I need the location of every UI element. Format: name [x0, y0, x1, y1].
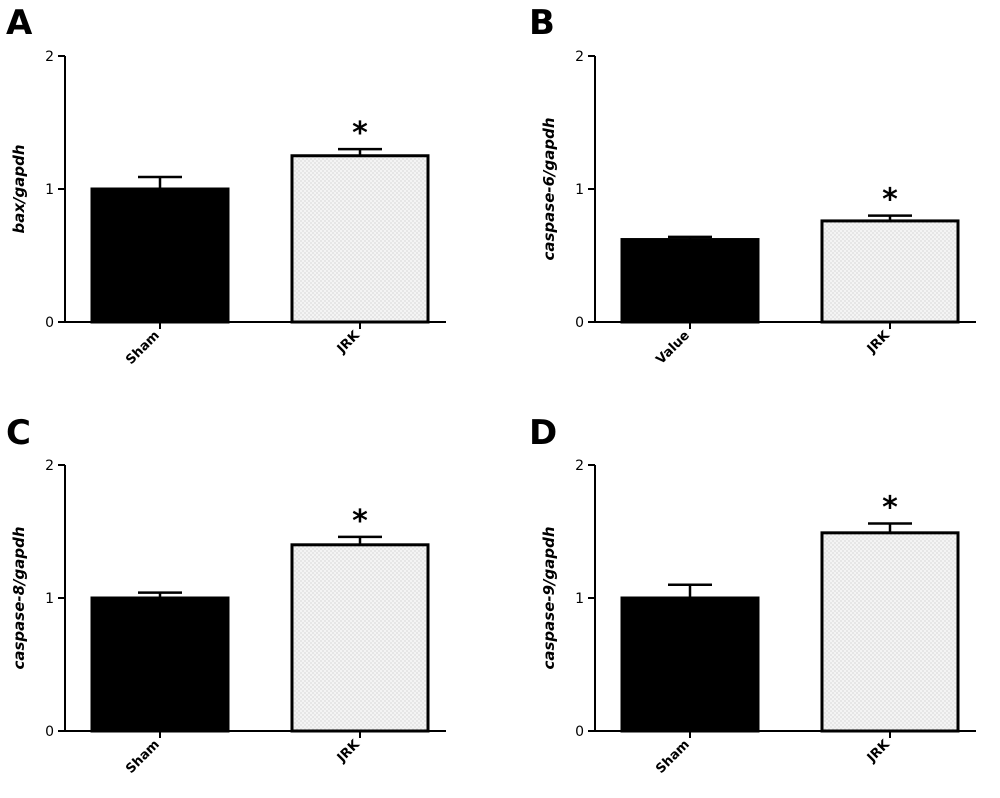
- panel-a: A 0 1 2 bax/gapdh Sham JRK *: [6, 3, 446, 368]
- bar-value: [620, 238, 760, 324]
- y-axis-label: caspase-9/gapdh: [540, 526, 558, 669]
- category-label: JRK: [334, 737, 364, 767]
- y-tick-label: 0: [575, 315, 584, 331]
- category-label: Sham: [123, 737, 163, 777]
- bar-jrk: [290, 543, 430, 733]
- y-tick-label: 1: [575, 182, 584, 198]
- category-label: Sham: [123, 328, 163, 368]
- y-tick-label: 1: [45, 591, 54, 607]
- significance-marker: *: [352, 116, 368, 151]
- category-label: JRK: [864, 328, 894, 358]
- panel-letter: C: [6, 413, 31, 453]
- y-tick-label: 0: [45, 724, 54, 740]
- y-tick-label: 1: [575, 591, 584, 607]
- y-axis-label: caspase-8/gapdh: [10, 526, 28, 669]
- bar-sham: [90, 596, 230, 733]
- bar-jrk: [290, 154, 430, 324]
- category-label: JRK: [864, 737, 894, 767]
- panel-d: D 0 1 2 caspase-9/gapdh Sham JRK *: [529, 413, 976, 777]
- y-tick-label: 1: [45, 182, 54, 198]
- panel-letter: B: [529, 3, 555, 43]
- bar-sham: [620, 596, 760, 733]
- y-axis-label: bax/gapdh: [10, 144, 28, 233]
- y-tick-label: 2: [45, 458, 54, 474]
- y-tick-label: 0: [575, 724, 584, 740]
- y-axis-label: caspase-6/gapdh: [540, 117, 558, 260]
- panel-b: B 0 1 2 caspase-6/gapdh Value JRK *: [529, 3, 976, 368]
- category-label: Value: [653, 328, 692, 367]
- panel-letter: A: [6, 3, 33, 43]
- y-tick-label: 2: [575, 458, 584, 474]
- bar-jrk: [820, 219, 960, 324]
- category-label: Sham: [653, 737, 693, 777]
- significance-marker: *: [882, 491, 898, 526]
- y-tick-label: 0: [45, 315, 54, 331]
- panel-c: C 0 1 2 caspase-8/gapdh Sham JRK *: [6, 413, 446, 777]
- significance-marker: *: [882, 183, 898, 218]
- significance-marker: *: [352, 504, 368, 539]
- panel-letter: D: [529, 413, 557, 453]
- bar-sham: [90, 187, 230, 324]
- category-label: JRK: [334, 328, 364, 358]
- y-tick-label: 2: [45, 49, 54, 65]
- bar-jrk: [820, 531, 960, 733]
- y-tick-label: 2: [575, 49, 584, 65]
